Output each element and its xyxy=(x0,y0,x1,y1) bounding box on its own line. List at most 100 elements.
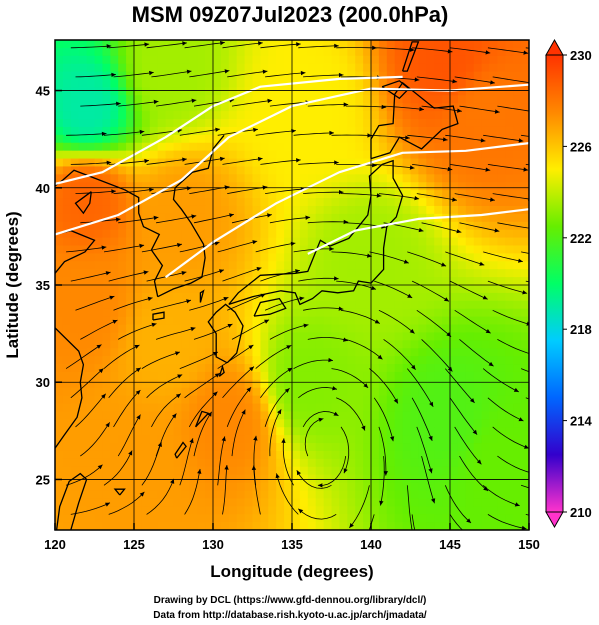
field-cell xyxy=(481,269,491,278)
field-cell xyxy=(450,47,459,57)
field-cell xyxy=(481,111,491,120)
field-cell xyxy=(442,364,451,373)
streamline-arrowhead xyxy=(419,106,424,112)
field-cell xyxy=(189,269,198,278)
field-cell xyxy=(260,87,269,96)
field-cell xyxy=(355,245,364,254)
field-cell xyxy=(505,292,514,302)
field-cell xyxy=(299,63,309,73)
field-cell xyxy=(86,411,96,420)
field-cell xyxy=(513,142,522,152)
field-cell xyxy=(450,395,459,405)
field-cell xyxy=(505,506,514,515)
field-cell xyxy=(521,198,529,207)
field-cell xyxy=(260,134,269,144)
field-cell xyxy=(457,364,467,373)
field-cell xyxy=(371,150,380,160)
field-cell xyxy=(173,356,182,365)
field-cell xyxy=(418,348,427,357)
field-cell xyxy=(315,522,325,530)
field-cell xyxy=(363,47,372,57)
streamline-arrowhead xyxy=(407,293,413,298)
field-cell xyxy=(94,490,103,499)
field-cell xyxy=(339,458,348,468)
field-cell xyxy=(457,277,467,286)
field-cell xyxy=(513,482,522,492)
field-cell xyxy=(497,71,506,81)
field-cell xyxy=(252,466,261,476)
field-cell xyxy=(315,474,325,484)
field-cell xyxy=(410,387,419,397)
field-cell xyxy=(394,443,404,452)
field-cell xyxy=(521,126,529,136)
field-cell xyxy=(157,111,167,120)
field-cell xyxy=(521,182,529,191)
streamline xyxy=(117,414,141,457)
field-cell xyxy=(110,95,119,104)
field-cell xyxy=(457,466,467,476)
field-cell xyxy=(205,119,214,128)
field-cell xyxy=(355,55,364,65)
field-cell xyxy=(450,364,459,373)
field-cell xyxy=(173,205,182,215)
streamline-arrowhead xyxy=(267,213,272,218)
field-cell xyxy=(94,379,103,389)
field-cell xyxy=(347,95,356,104)
field-cell xyxy=(402,221,412,231)
field-cell xyxy=(268,490,277,499)
field-cell xyxy=(481,308,491,318)
streamline xyxy=(421,105,462,112)
streamline-arrowhead xyxy=(186,299,191,304)
field-cell xyxy=(410,95,419,104)
field-cell xyxy=(378,269,388,278)
field-cell xyxy=(118,166,127,175)
streamline-arrowhead xyxy=(494,228,500,233)
field-cell xyxy=(252,158,261,168)
field-cell xyxy=(62,134,72,144)
field-cell xyxy=(442,111,451,120)
field-cell xyxy=(181,340,190,349)
field-cell xyxy=(260,79,269,89)
field-cell xyxy=(70,427,80,436)
field-cell xyxy=(355,134,364,144)
field-cell xyxy=(323,166,333,175)
field-cell xyxy=(363,198,372,207)
field-cell xyxy=(371,340,380,349)
field-cell xyxy=(189,506,198,515)
field-cell xyxy=(102,395,111,405)
streamline-arrowhead xyxy=(490,80,495,85)
field-cell xyxy=(276,403,285,413)
field-cell xyxy=(228,371,238,381)
field-cell xyxy=(386,316,396,326)
field-cell xyxy=(450,427,459,436)
field-cell xyxy=(189,443,198,452)
field-cell xyxy=(394,364,404,373)
field-cell xyxy=(213,458,222,468)
streamline-arrowhead xyxy=(524,444,529,449)
field-cell xyxy=(347,174,356,183)
field-cell xyxy=(213,435,222,444)
field-cell xyxy=(307,285,317,294)
streamline-arrowhead xyxy=(277,409,282,415)
field-cell xyxy=(134,450,143,460)
field-cell xyxy=(141,158,151,168)
field-cell xyxy=(457,174,467,183)
field-cell xyxy=(252,403,261,413)
field-cell xyxy=(292,379,301,389)
field-cell xyxy=(244,261,254,270)
field-cell xyxy=(489,506,498,515)
field-cell xyxy=(505,474,514,484)
field-cell xyxy=(497,435,506,444)
field-cell xyxy=(141,443,151,452)
field-cell xyxy=(165,198,175,207)
field-cell xyxy=(299,269,309,278)
streamline xyxy=(445,251,485,266)
field-cell xyxy=(228,134,238,144)
streamline-arrowhead xyxy=(409,328,415,334)
field-cell xyxy=(331,443,340,452)
coastline xyxy=(401,41,420,72)
field-cell xyxy=(268,198,277,207)
field-cell xyxy=(521,174,529,183)
field-cell xyxy=(213,324,222,334)
field-cell xyxy=(94,300,103,310)
